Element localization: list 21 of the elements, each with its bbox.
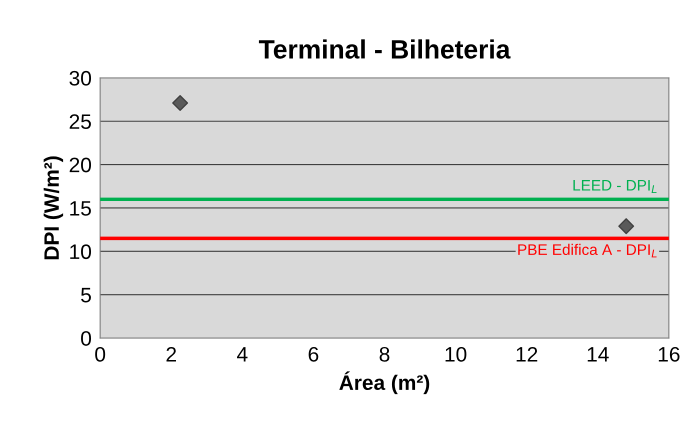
y-axis-title: DPI (W/m²) (44, 156, 64, 260)
y-tick-label: 30 (69, 70, 92, 86)
ref-line-label: LEED - DPI$_{L}$ (573, 180, 657, 194)
x-tick-label: 10 (446, 346, 466, 362)
y-tick-label: 20 (70, 158, 92, 172)
x-tick-label: 16 (658, 346, 680, 362)
x-tick-label: 12 (516, 346, 538, 362)
x-tick-label: 4 (237, 347, 248, 362)
y-tick-label: 25 (70, 114, 91, 129)
x-tick-label: 2 (166, 346, 176, 362)
y-tick-label: 0 (81, 331, 92, 346)
y-tick-label: 5 (81, 288, 91, 302)
x-tick-label: 8 (380, 346, 390, 362)
y-tick-label: 15 (70, 201, 91, 216)
ref-line-label: PBE Edifica A - DPI$_{L}$ (518, 244, 657, 258)
chart-title: Terminal - Bilheteria (258, 39, 511, 59)
x-axis-title: Área (m²) (339, 371, 430, 394)
x-tick-label: 14 (588, 347, 609, 362)
x-tick-label: 6 (308, 346, 318, 362)
y-tick-label: 10 (70, 244, 92, 260)
x-tick-label: 0 (95, 346, 106, 362)
